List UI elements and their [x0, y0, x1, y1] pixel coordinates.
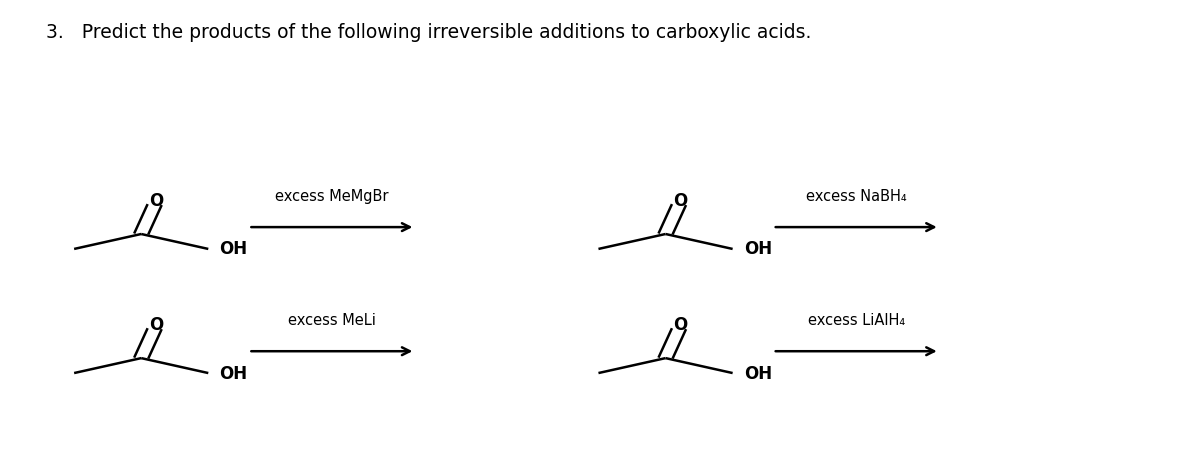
Text: O: O	[673, 316, 688, 334]
Text: OH: OH	[744, 365, 772, 382]
Text: excess NaBH₄: excess NaBH₄	[806, 189, 906, 204]
Text: O: O	[149, 316, 163, 334]
Text: OH: OH	[220, 241, 247, 258]
Text: 3.   Predict the products of the following irreversible additions to carboxylic : 3. Predict the products of the following…	[46, 22, 811, 42]
Text: O: O	[673, 192, 688, 210]
Text: excess MeMgBr: excess MeMgBr	[275, 189, 389, 204]
Text: OH: OH	[744, 241, 772, 258]
Text: OH: OH	[220, 365, 247, 382]
Text: excess MeLi: excess MeLi	[288, 313, 376, 328]
Text: O: O	[149, 192, 163, 210]
Text: excess LiAlH₄: excess LiAlH₄	[808, 313, 905, 328]
